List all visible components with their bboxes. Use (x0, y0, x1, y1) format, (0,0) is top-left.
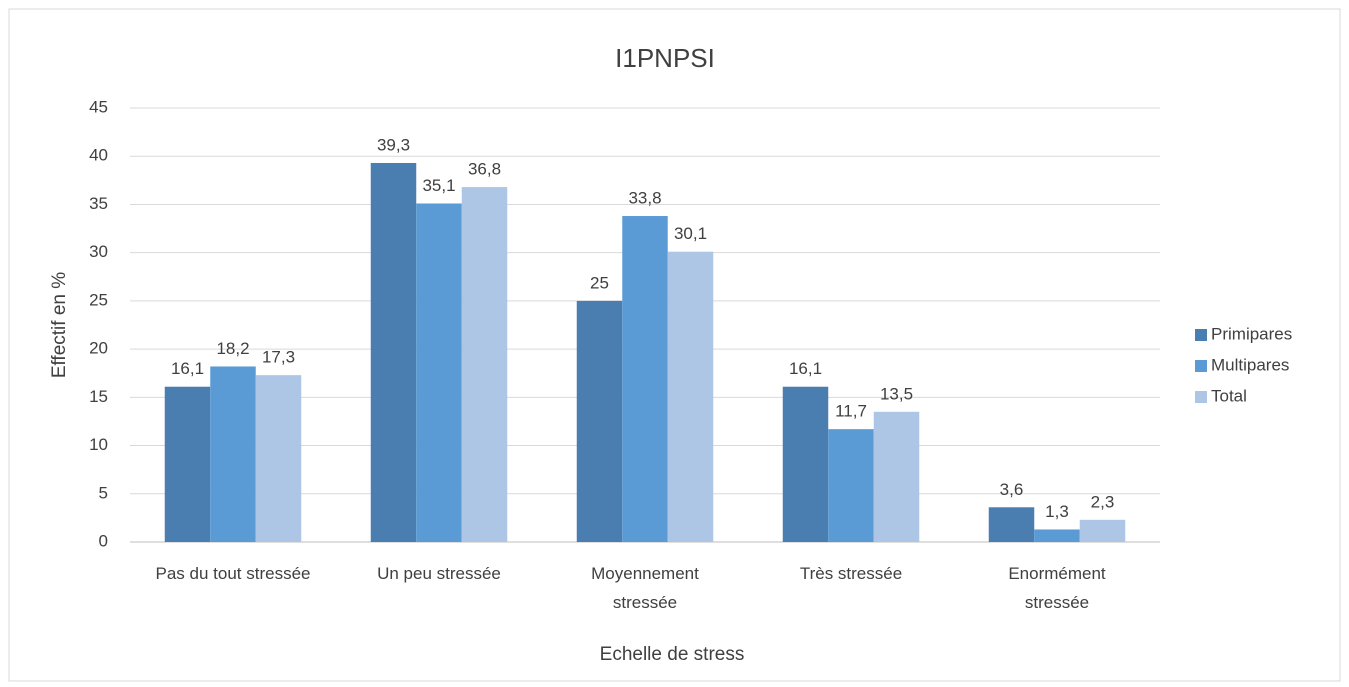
data-label: 36,8 (468, 160, 501, 179)
chart-title: I1PNPSI (615, 43, 715, 73)
data-label: 13,5 (880, 384, 913, 403)
y-tick-label: 5 (99, 483, 108, 502)
data-label: 16,1 (789, 359, 822, 378)
bar (667, 251, 714, 543)
bar (576, 300, 623, 542)
bar (164, 386, 211, 542)
data-label: 18,2 (216, 339, 249, 358)
x-axis-label: Echelle de stress (600, 644, 745, 665)
data-label: 16,1 (171, 359, 204, 378)
bar (828, 429, 874, 542)
data-label: 1,3 (1045, 502, 1069, 521)
data-label: 35,1 (422, 176, 455, 195)
y-axis-label: Effectif en % (49, 272, 70, 378)
y-tick-label: 45 (89, 97, 108, 116)
legend-label: Multipares (1211, 355, 1289, 374)
bar (255, 375, 302, 542)
bar (873, 411, 920, 542)
x-tick-label: Moyennement stressée (591, 564, 699, 612)
legend-label: Primipares (1211, 324, 1292, 343)
y-tick-label: 0 (99, 531, 108, 550)
bar (782, 386, 829, 542)
y-tick-label: 25 (89, 290, 108, 309)
data-label: 25 (590, 273, 609, 292)
y-tick-label: 10 (89, 435, 108, 454)
data-label: 30,1 (674, 224, 707, 243)
legend-swatch (1195, 329, 1207, 341)
bar (1079, 519, 1126, 542)
bar (1034, 529, 1080, 542)
bar (622, 216, 668, 543)
y-tick-label: 40 (89, 146, 108, 165)
bar (416, 203, 462, 543)
data-label: 2,3 (1091, 492, 1115, 511)
bar (370, 162, 417, 542)
x-tick-label: Un peu stressée (377, 564, 501, 583)
x-tick-label: Pas du tout stressée (156, 564, 311, 583)
x-tick-label: Enormément stressée (1008, 564, 1106, 612)
legend-swatch (1195, 391, 1207, 403)
bar (988, 507, 1035, 542)
legend-swatch (1195, 360, 1207, 372)
y-tick-label: 20 (89, 339, 108, 358)
x-tick-label: Très stressée (800, 564, 902, 583)
y-tick-label: 35 (89, 194, 108, 213)
data-label: 33,8 (628, 189, 661, 208)
data-label: 17,3 (262, 348, 295, 367)
data-label: 11,7 (835, 402, 867, 421)
bar (461, 187, 508, 542)
y-tick-label: 30 (89, 242, 108, 261)
legend-label: Total (1211, 386, 1247, 405)
data-label: 3,6 (1000, 480, 1024, 499)
y-tick-label: 15 (89, 387, 108, 406)
bar (210, 366, 256, 542)
data-label: 39,3 (377, 135, 410, 154)
